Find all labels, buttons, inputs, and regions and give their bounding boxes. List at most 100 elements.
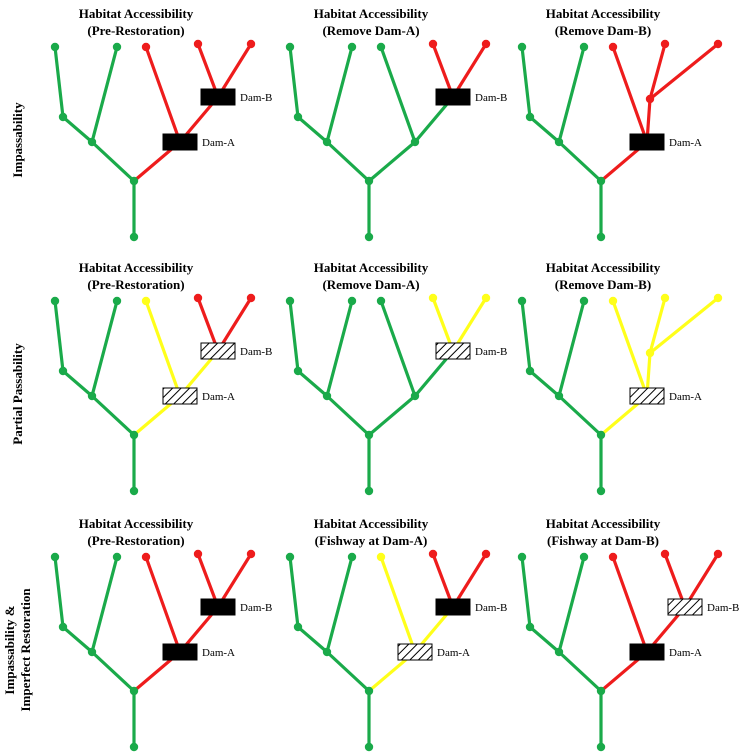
river-node xyxy=(660,39,670,49)
river-segment xyxy=(61,115,94,144)
river-node xyxy=(347,552,357,562)
river-segment xyxy=(520,45,532,119)
panel-r0-c0: Habitat Accessibility (Pre-Restoration) Da… xyxy=(50,6,272,242)
river-node xyxy=(481,293,491,303)
river-segment xyxy=(528,115,561,144)
river-segment xyxy=(216,296,253,353)
panel-title-line1: Habitat Accessibility xyxy=(79,516,194,531)
dam-b xyxy=(200,342,236,360)
scenario-row: Impassability Habitat Accessibility (Pre-R… xyxy=(10,6,723,242)
dam-a xyxy=(629,643,665,661)
dam-a-label: Dam-A xyxy=(202,647,235,659)
panel-title-line1: Habitat Accessibility xyxy=(314,6,429,21)
river-node xyxy=(410,391,420,401)
river-node xyxy=(596,742,606,752)
dam-a xyxy=(397,643,433,661)
dam-a xyxy=(629,133,665,151)
river-segment xyxy=(296,115,329,144)
river-segment xyxy=(520,299,532,373)
river-segment xyxy=(296,369,329,398)
river-node xyxy=(660,549,670,559)
river-node xyxy=(193,39,203,49)
river-node xyxy=(428,549,438,559)
row-label: Impassability & xyxy=(2,605,17,694)
river-node xyxy=(87,391,97,401)
panel-r1-c2: Habitat Accessibility (Remove Dam-B) Dam-A xyxy=(517,260,723,496)
river-node xyxy=(129,486,139,496)
river-node xyxy=(517,42,527,52)
river-node xyxy=(141,296,151,306)
river-node xyxy=(129,430,139,440)
river-segment xyxy=(325,394,371,437)
panel-title-line2: (Fishway at Dam-B) xyxy=(547,533,659,548)
river-segment xyxy=(451,552,488,609)
river-node xyxy=(579,296,589,306)
river-segment xyxy=(61,369,94,398)
river-segment xyxy=(431,552,455,609)
dam-a-label: Dam-A xyxy=(437,647,470,659)
river-segment xyxy=(216,42,253,99)
river-node xyxy=(645,348,655,358)
river-segment xyxy=(379,555,417,654)
river-node xyxy=(285,42,295,52)
river-segment xyxy=(367,140,417,183)
river-node xyxy=(129,176,139,186)
river-segment xyxy=(611,299,649,398)
river-node xyxy=(525,622,535,632)
river-node xyxy=(376,552,386,562)
dam-b-label: Dam-B xyxy=(240,92,272,104)
river-node xyxy=(525,366,535,376)
row-label: Imperfect Restoration xyxy=(18,588,33,712)
river-node xyxy=(193,549,203,559)
scenario-row: Partial Passability Habitat Accessibility… xyxy=(10,260,723,496)
panel-r2-c0: Habitat Accessibility (Pre-Restoration) Da… xyxy=(50,516,272,752)
panel-title-line1: Habitat Accessibility xyxy=(314,516,429,531)
river-node xyxy=(596,176,606,186)
river-node xyxy=(481,549,491,559)
river-node xyxy=(645,94,655,104)
river-node xyxy=(713,39,723,49)
river-node xyxy=(129,232,139,242)
river-segment xyxy=(648,296,720,355)
river-node xyxy=(364,430,374,440)
river-node xyxy=(293,366,303,376)
river-node xyxy=(347,42,357,52)
panel-r1-c1: Habitat Accessibility (Remove Dam-A) Dam-B xyxy=(285,260,507,496)
river-node xyxy=(364,232,374,242)
dam-b xyxy=(200,88,236,106)
river-node xyxy=(322,137,332,147)
river-segment xyxy=(648,42,720,101)
dam-a-label: Dam-A xyxy=(669,137,702,149)
river-node xyxy=(364,742,374,752)
panel-title-line1: Habitat Accessibility xyxy=(314,260,429,275)
river-node xyxy=(246,549,256,559)
river-segment xyxy=(90,394,136,437)
river-segment xyxy=(196,296,220,353)
river-segment xyxy=(648,296,667,355)
panel-title-line2: (Pre-Restoration) xyxy=(87,277,184,292)
river-node xyxy=(579,42,589,52)
panel-title-line2: (Remove Dam-A) xyxy=(322,277,419,292)
river-segment xyxy=(648,42,667,101)
river-segment xyxy=(90,650,136,693)
river-segment xyxy=(431,296,455,353)
river-segment xyxy=(216,552,253,609)
dam-b-label: Dam-B xyxy=(475,92,507,104)
river-node xyxy=(293,112,303,122)
river-node xyxy=(428,39,438,49)
river-segment xyxy=(61,625,94,654)
dam-b-label: Dam-B xyxy=(240,602,272,614)
panel-title-line1: Habitat Accessibility xyxy=(546,6,661,21)
river-node xyxy=(713,549,723,559)
river-node xyxy=(376,42,386,52)
river-segment xyxy=(196,552,220,609)
river-segment xyxy=(53,45,65,119)
panel-r0-c2: Habitat Accessibility (Remove Dam-B) Dam-A xyxy=(517,6,723,242)
river-segment xyxy=(557,650,603,693)
river-node xyxy=(87,647,97,657)
panel-r2-c2: Habitat Accessibility (Fishway at Dam-B) D… xyxy=(517,516,739,752)
river-segment xyxy=(196,42,220,99)
river-node xyxy=(481,39,491,49)
river-segment xyxy=(451,296,488,353)
dam-a-label: Dam-A xyxy=(669,391,702,403)
